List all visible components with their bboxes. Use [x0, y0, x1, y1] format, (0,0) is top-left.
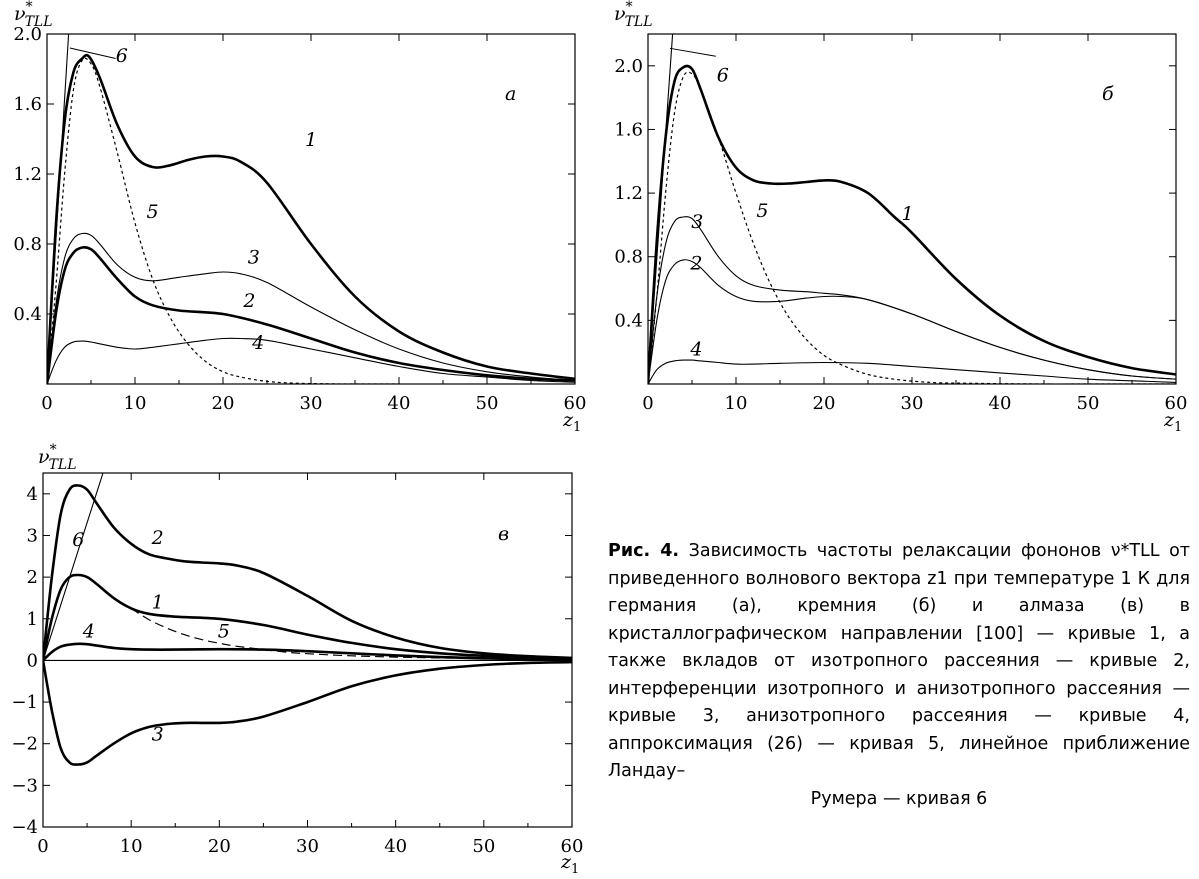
curve-label-6: 6	[717, 65, 729, 87]
x-tick-label: 50	[1077, 393, 1100, 414]
panel-label: a	[505, 83, 516, 105]
y-tick-label: −1	[11, 692, 38, 713]
curve-6-leader	[669, 47, 716, 57]
series-line-6	[648, 34, 674, 384]
y-tick-label: 0.8	[614, 247, 643, 268]
y-axis-label: ν* TLL	[38, 442, 77, 473]
series-line-6	[47, 34, 70, 384]
x-tick-label: 0	[642, 393, 653, 414]
curve-6-leader	[69, 47, 116, 59]
x-axis-label: z1	[1163, 409, 1182, 435]
curve-label-5: 5	[756, 200, 768, 222]
x-tick-label: 40	[384, 836, 407, 857]
series-line-2	[47, 245, 575, 384]
y-tick-label: −4	[11, 817, 38, 838]
x-tick-label: 20	[813, 393, 836, 414]
curve-label-4: 4	[82, 621, 95, 643]
x-tick-label: 20	[208, 836, 231, 857]
y-tick-label: 2.0	[614, 56, 643, 77]
series-line-2	[43, 484, 572, 661]
series-line-1	[648, 64, 1176, 384]
y-tick-label: 0.4	[614, 310, 643, 331]
curve-label-1: 1	[305, 129, 317, 151]
series-line-4	[47, 337, 575, 384]
x-tick-label: 30	[300, 393, 323, 414]
x-tick-label: 0	[41, 393, 52, 414]
curve-label-5: 5	[147, 201, 159, 223]
x-tick-label: 10	[124, 393, 147, 414]
x-tick-label: 0	[37, 836, 48, 857]
caption-last-line: Румера — кривая 6	[810, 788, 988, 809]
y-tick-label: 0	[27, 650, 38, 671]
x-tick-label: 10	[120, 836, 143, 857]
series-line-2	[648, 259, 1176, 384]
y-axis-label: ν* TLL	[14, 0, 53, 30]
y-tick-label: 4	[27, 484, 38, 505]
curve-label-6: 6	[72, 529, 84, 551]
panel-label: б	[1102, 83, 1114, 105]
caption-label: Рис. 4.	[608, 541, 680, 561]
curve-label-2: 2	[151, 527, 164, 549]
curve-label-2: 2	[689, 252, 702, 274]
series-line-5	[130, 607, 572, 660]
y-tick-label: 0.4	[13, 304, 42, 325]
y-axis-label: ν* TLL	[614, 0, 653, 30]
y-tick-label: 1.6	[13, 94, 42, 115]
series-line-3	[47, 232, 575, 384]
series-line-5	[648, 71, 1176, 384]
series-line-5	[47, 57, 399, 384]
x-tick-label: 60	[564, 393, 587, 414]
y-tick-label: −2	[11, 734, 38, 755]
series-line-1	[47, 53, 575, 384]
curve-label-5: 5	[218, 621, 230, 643]
y-tick-label: −3	[11, 775, 38, 796]
y-tick-label: 1.6	[614, 119, 643, 140]
x-tick-label: 60	[1165, 393, 1188, 414]
x-tick-label: 40	[989, 393, 1012, 414]
x-tick-label: 30	[901, 393, 924, 414]
y-tick-label: 1	[27, 609, 38, 630]
x-axis-label: z1	[562, 409, 581, 435]
curve-label-4: 4	[689, 338, 702, 360]
curve-label-2: 2	[242, 290, 255, 312]
x-tick-label: 30	[296, 836, 319, 857]
curve-label-6: 6	[116, 45, 128, 67]
y-tick-label: 3	[27, 525, 38, 546]
series-line-4	[648, 359, 1176, 384]
series-line-4	[43, 642, 572, 662]
series-line-3	[648, 216, 1176, 384]
x-tick-label: 40	[388, 393, 411, 414]
series-line-6	[43, 473, 104, 661]
y-tick-label: 1.2	[614, 183, 643, 204]
y-tick-label: 0.8	[13, 234, 42, 255]
x-tick-label: 50	[472, 836, 495, 857]
x-axis-label: z1	[560, 851, 579, 877]
x-tick-label: 60	[561, 836, 584, 857]
figure-caption: Рис. 4. Зависимость частоты релаксации ф…	[608, 538, 1190, 813]
curve-label-3: 3	[248, 246, 260, 268]
panel-a: 0 10 20 30 40 50 60 2.0 1.6 1.2 0.8 0.4 1 2 3 4 5 6 a ν* TLL…	[13, 0, 586, 435]
curve-label-4: 4	[251, 332, 264, 354]
plot-frame	[46, 33, 576, 385]
x-tick-label: 10	[725, 393, 748, 414]
series-line-3	[43, 660, 572, 766]
curve-label-3: 3	[152, 723, 164, 745]
curve-label-3: 3	[691, 211, 703, 233]
x-tick-label: 20	[212, 393, 235, 414]
curve-label-1: 1	[902, 203, 914, 225]
x-tick-label: 50	[476, 393, 499, 414]
panel-label: в	[498, 523, 509, 545]
y-tick-label: 1.2	[13, 164, 42, 185]
curve-label-1: 1	[152, 591, 164, 613]
y-tick-label: 2	[27, 567, 38, 588]
y-tick-label: 2.0	[13, 24, 42, 45]
panel-b: 0 10 20 30 40 50 60 2.0 1.6 1.2 0.8 0.4 1 2 3 4 5 6 б ν* TLL…	[614, 0, 1187, 435]
caption-text: Зависимость частоты релаксации фононов ν…	[608, 541, 1190, 781]
